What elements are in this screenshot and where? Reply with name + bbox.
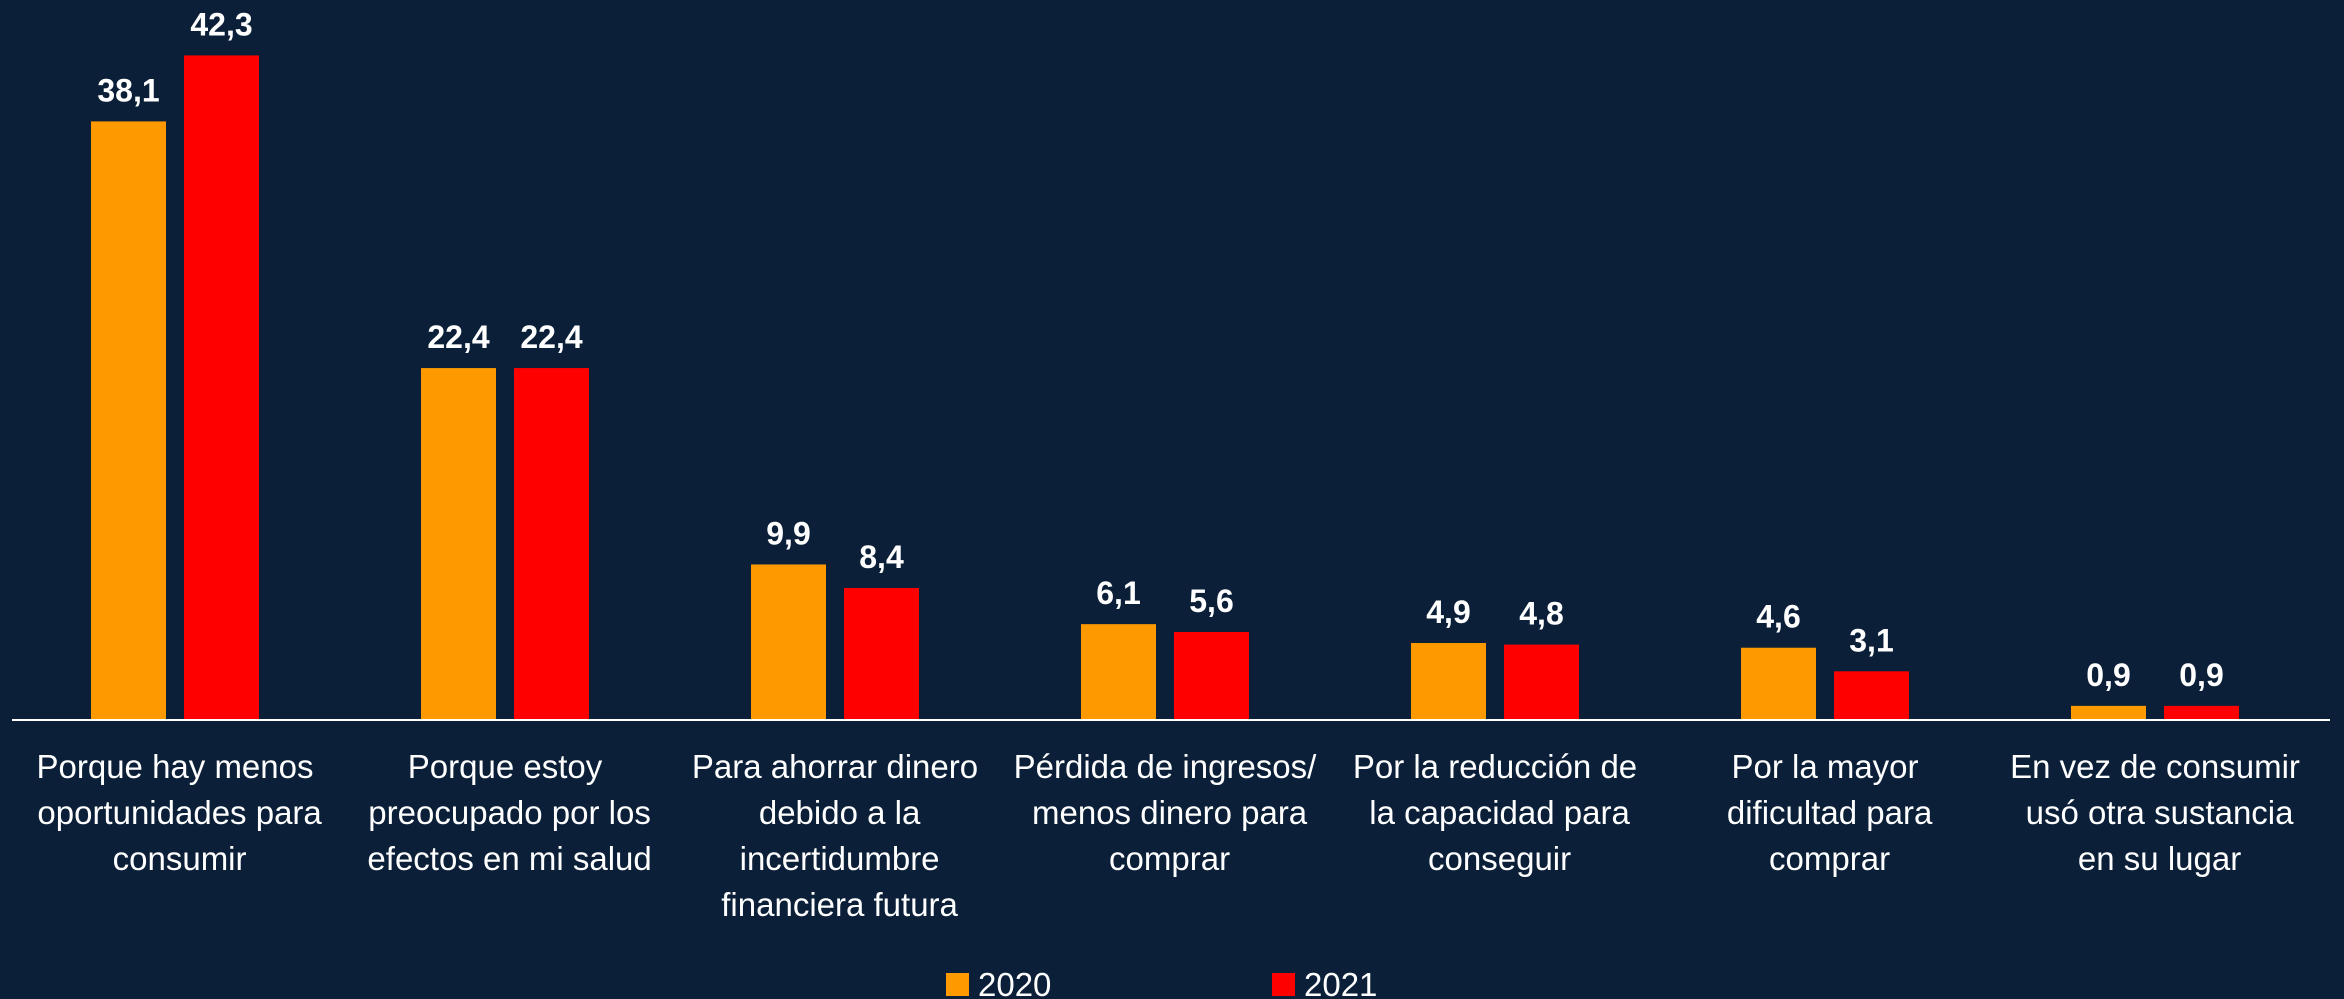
- bar: [91, 121, 166, 720]
- legend-swatch: [1272, 973, 1295, 996]
- value-label: 3,1: [1849, 622, 1893, 658]
- legend-swatch: [946, 973, 969, 996]
- value-label: 0,9: [2179, 657, 2223, 693]
- bar: [2071, 705, 2146, 720]
- x-tick-label: En vez de consumir usó otra sustancia en…: [2010, 748, 2300, 877]
- value-label: 4,6: [1756, 599, 1800, 635]
- value-label: 6,1: [1096, 575, 1140, 611]
- value-label: 42,3: [190, 6, 252, 42]
- value-label: 9,9: [766, 515, 810, 551]
- bar: [514, 368, 589, 720]
- bar: [1741, 647, 1816, 720]
- bar: [1081, 624, 1156, 720]
- value-label: 5,6: [1189, 583, 1233, 619]
- bar: [421, 368, 496, 720]
- x-tick-label: Por la mayor dificultad para comprar: [1718, 748, 1933, 877]
- x-tick-label: Por la reducción de la capacidad para co…: [1353, 748, 1637, 877]
- value-label: 4,9: [1426, 594, 1470, 630]
- legend-label: 2021: [1304, 966, 1377, 999]
- bar: [1504, 644, 1579, 720]
- bar: [184, 55, 259, 721]
- bar: [751, 564, 826, 720]
- x-tick-label: Para ahorrar dinero debido a la incertid…: [692, 748, 978, 923]
- bar: [2164, 705, 2239, 720]
- bar: [1834, 671, 1909, 720]
- value-label: 22,4: [520, 319, 582, 355]
- x-tick-label: Porque hay menos oportunidades para cons…: [28, 748, 322, 877]
- value-label: 8,4: [859, 539, 904, 575]
- legend-label: 2020: [978, 966, 1051, 999]
- value-label: 22,4: [427, 319, 489, 355]
- value-label: 38,1: [97, 72, 159, 108]
- x-tick-label: Porque estoy preocupado por los efectos …: [358, 748, 652, 877]
- x-tick-label: Pérdida de ingresos/ menos dinero para c…: [1014, 748, 1318, 877]
- bar: [844, 588, 919, 720]
- value-label: 4,8: [1519, 596, 1563, 632]
- bar: [1174, 632, 1249, 720]
- value-label: 0,9: [2086, 657, 2130, 693]
- bar: [1411, 643, 1486, 720]
